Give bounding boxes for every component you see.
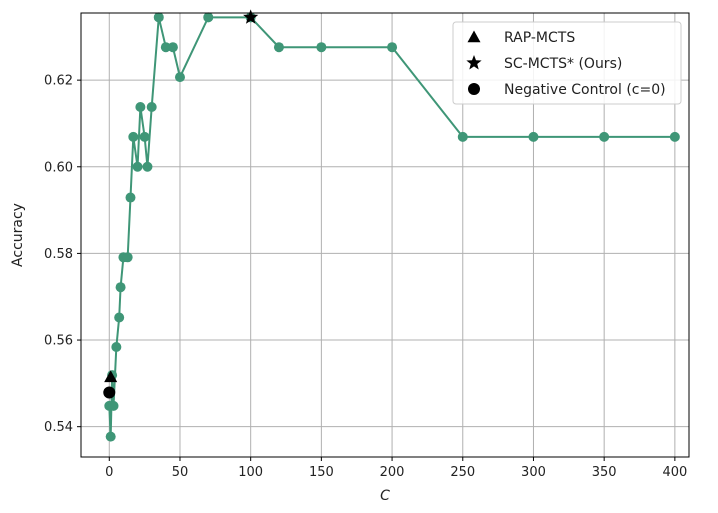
data-point (115, 282, 126, 293)
data-point (135, 101, 146, 112)
data-point (273, 42, 284, 53)
legend-box (452, 21, 682, 105)
data-point (528, 131, 539, 142)
marker-triangle (104, 370, 118, 383)
legend-marker-triangle (467, 30, 481, 43)
data-point (105, 431, 116, 442)
data-point (139, 131, 150, 142)
x-tick-label: 200 (380, 465, 405, 480)
y-axis-label: Accuracy (10, 203, 26, 267)
data-point (174, 72, 185, 83)
legend-label: Negative Control (c=0) (504, 82, 666, 98)
marker-star (243, 9, 259, 24)
marker-circle (103, 386, 116, 399)
x-tick-label: 350 (592, 465, 617, 480)
ticks: 0 50 100 150 200 250 300 350 400 0.54 0.56 0.58 0.60… (44, 74, 687, 480)
x-tick-label: 50 (172, 465, 189, 480)
data-point (160, 42, 171, 53)
x-axis-label: C (380, 488, 390, 504)
data-point (599, 131, 610, 142)
y-tick-label: 0.60 (44, 160, 73, 175)
legend-marker-star (466, 55, 482, 70)
legend-label: SC-MCTS* (Ours) (504, 56, 622, 72)
data-point (316, 42, 327, 53)
data-point (122, 252, 133, 263)
x-tick-label: 250 (450, 465, 475, 480)
legend-label: RAP-MCTS (504, 30, 575, 46)
data-point (108, 400, 119, 411)
data-point (387, 42, 398, 53)
data-point (111, 341, 122, 352)
data-point (128, 131, 139, 142)
x-tick-label: 0 (105, 465, 113, 480)
y-tick-label: 0.56 (44, 334, 73, 349)
x-tick-label: 400 (662, 465, 687, 480)
y-tick-label: 0.54 (44, 420, 73, 435)
x-tick-label: 300 (521, 465, 546, 480)
data-point (146, 101, 157, 112)
data-point (167, 42, 178, 53)
y-tick-label: 0.62 (44, 74, 73, 89)
data-point (125, 192, 136, 203)
data-point (132, 161, 143, 172)
y-tick-label: 0.58 (44, 247, 73, 262)
plot-frame (80, 12, 690, 458)
x-tick-label: 150 (309, 465, 334, 480)
x-tick-label: 100 (238, 465, 263, 480)
data-point (114, 312, 125, 323)
legend: RAP-MCTS SC-MCTS* (Ours) Negative Control … (452, 21, 682, 105)
legend-marker-circle (468, 83, 480, 95)
data-point (457, 131, 468, 142)
marker-layer (103, 9, 259, 399)
data-point (203, 12, 214, 23)
data-point (153, 12, 164, 23)
data-point (669, 131, 680, 142)
data-point (142, 161, 153, 172)
